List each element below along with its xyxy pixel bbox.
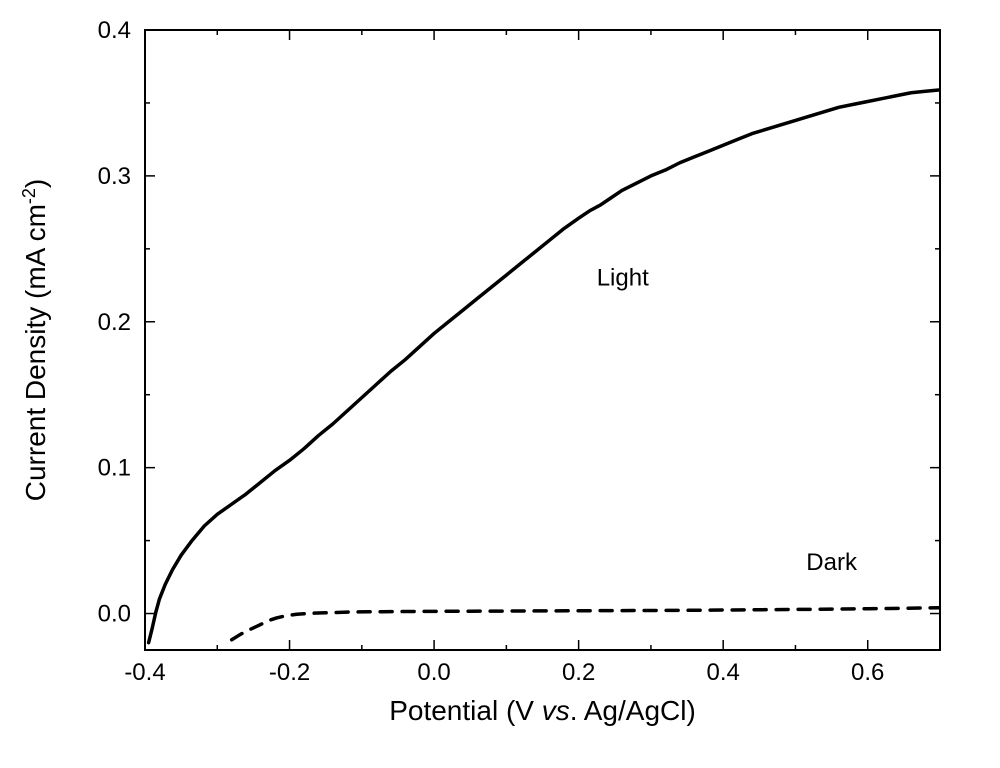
x-tick-label: 0.6 (851, 659, 884, 686)
x-tick-label: -0.2 (269, 659, 310, 686)
y-tick-label: 0.3 (98, 163, 131, 190)
x-tick-label: -0.4 (124, 659, 165, 686)
y-tick-label: 0.4 (98, 17, 131, 44)
x-tick-label: 0.4 (706, 659, 739, 686)
series-dark (232, 608, 940, 640)
x-tick-label: 0.0 (417, 659, 450, 686)
y-tick-label: 0.0 (98, 601, 131, 628)
x-tick-label: 0.2 (562, 659, 595, 686)
y-tick-label: 0.2 (98, 309, 131, 336)
series-label-light: Light (597, 264, 649, 291)
x-axis-label: Potential (V vs. Ag/AgCl) (389, 695, 696, 726)
chart-container: -0.4 -0.2 0.0 0.2 0.4 0.6 0.0 0.1 0.2 0.3 0.4 Poten… (0, 0, 1000, 768)
y-tick-label: 0.1 (98, 455, 131, 482)
series-label-dark: Dark (806, 549, 858, 576)
line-chart: -0.4 -0.2 0.0 0.2 0.4 0.6 0.0 0.1 0.2 0.3 0.4 Poten… (0, 0, 1000, 768)
y-axis-label: Current Density (mA cm-2) (19, 179, 51, 502)
